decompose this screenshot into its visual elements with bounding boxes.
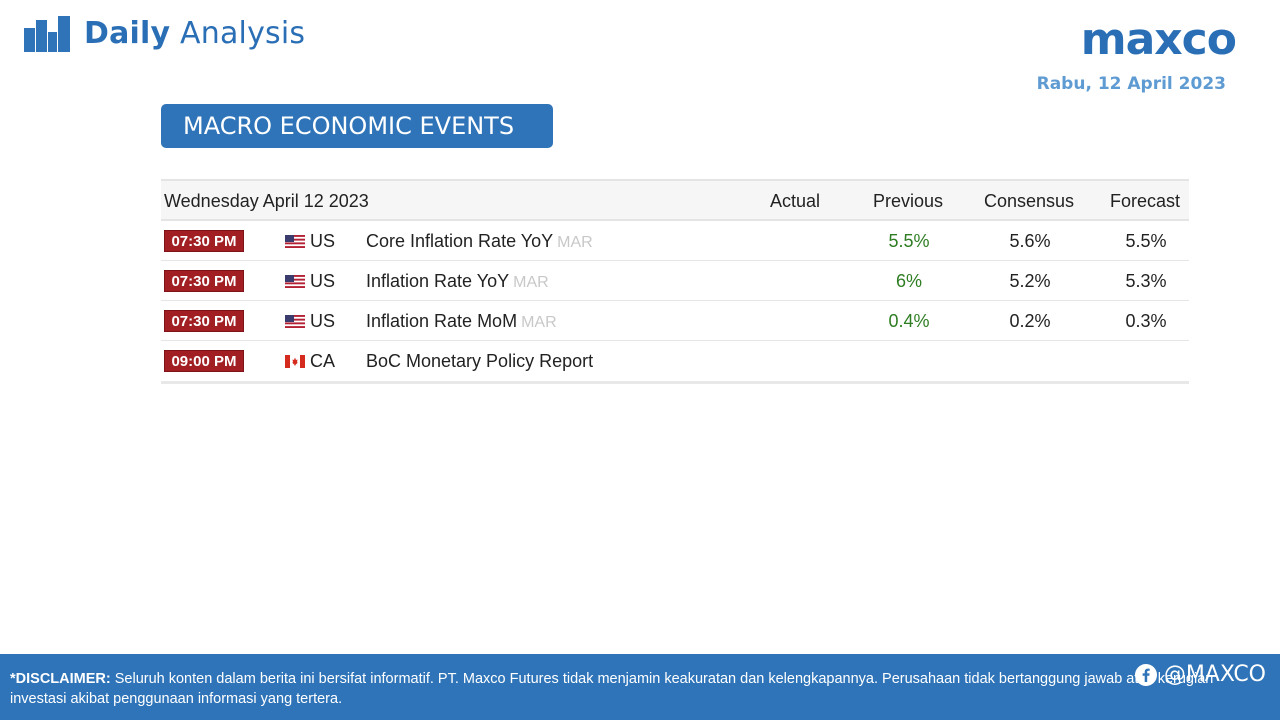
- country-code: CA: [310, 351, 336, 371]
- previous-value: 6%: [895, 271, 922, 291]
- disclaimer-text: Seluruh konten dalam berita ini bersifat…: [10, 671, 1214, 707]
- country-code: US: [310, 271, 336, 291]
- time-badge: 07:30 PM: [164, 310, 244, 332]
- forecast-value: 5.3%: [1125, 271, 1167, 291]
- event-title: Inflation Rate MoM: [366, 311, 518, 331]
- brand-title-bold: Daily: [84, 15, 171, 51]
- previous-value: 0.4%: [888, 311, 930, 331]
- event-name[interactable]: Core Inflation Rate YoY MAR: [366, 231, 593, 252]
- brand-header: Daily Analysis: [24, 14, 305, 52]
- facebook-icon[interactable]: [1134, 663, 1158, 687]
- table-row[interactable]: 07:30 PM US Core Inflation Rate YoY MAR 5…: [161, 221, 1189, 261]
- disclaimer-footer: *DISCLAIMER: Seluruh konten dalam berita…: [0, 654, 1280, 720]
- event-title: Core Inflation Rate YoY: [366, 231, 554, 251]
- brand-title-light: Analysis: [180, 15, 306, 51]
- country-code: US: [310, 231, 336, 251]
- table-header: Wednesday April 12 2023 Actual Previous …: [161, 181, 1189, 221]
- table-row[interactable]: 07:30 PM US Inflation Rate YoY MAR 6% 5.2…: [161, 261, 1189, 301]
- event-name[interactable]: Inflation Rate MoM MAR: [366, 311, 557, 332]
- column-forecast: Forecast: [1110, 191, 1181, 211]
- event-title: Inflation Rate YoY: [366, 271, 510, 291]
- event-period: MAR: [521, 314, 557, 331]
- social-links[interactable]: @MAXCO: [1134, 662, 1266, 687]
- forecast-value: 0.3%: [1125, 311, 1167, 331]
- events-table: Wednesday April 12 2023 Actual Previous …: [161, 179, 1189, 384]
- event-name[interactable]: BoC Monetary Policy Report: [366, 351, 597, 372]
- canada-flag-icon: [285, 355, 305, 368]
- table-row[interactable]: 07:30 PM US Inflation Rate MoM MAR 0.4% 0…: [161, 301, 1189, 341]
- social-handle[interactable]: @MAXCO: [1163, 662, 1266, 687]
- us-flag-icon: [285, 275, 305, 288]
- time-badge: 07:30 PM: [164, 270, 244, 292]
- event-name[interactable]: Inflation Rate YoY MAR: [366, 271, 549, 292]
- previous-value: 5.5%: [888, 231, 930, 251]
- us-flag-icon: [285, 315, 305, 328]
- consensus-value: 5.6%: [1009, 231, 1051, 251]
- us-flag-icon: [285, 235, 305, 248]
- event-period: MAR: [557, 234, 593, 251]
- consensus-value: 0.2%: [1009, 311, 1051, 331]
- event-period: MAR: [513, 274, 549, 291]
- brand-title: Daily Analysis: [84, 16, 305, 51]
- column-actual: Actual: [770, 191, 821, 211]
- maxco-logo: maxco: [1080, 14, 1237, 65]
- bar-chart-icon: [24, 16, 70, 52]
- event-title: BoC Monetary Policy Report: [366, 351, 594, 371]
- section-title: MACRO ECONOMIC EVENTS: [161, 104, 553, 148]
- forecast-value: 5.5%: [1125, 231, 1167, 251]
- consensus-value: 5.2%: [1009, 271, 1051, 291]
- report-date: Rabu, 12 April 2023: [1036, 74, 1226, 94]
- column-consensus: Consensus: [984, 191, 1075, 211]
- time-badge: 07:30 PM: [164, 230, 244, 252]
- disclaimer-label: *DISCLAIMER:: [10, 671, 111, 687]
- date-header: Wednesday April 12 2023: [164, 191, 369, 211]
- time-badge: 09:00 PM: [164, 350, 244, 372]
- column-previous: Previous: [873, 191, 944, 211]
- table-row[interactable]: 09:00 PM CA BoC Monetary Policy Report: [161, 341, 1189, 381]
- country-code: US: [310, 311, 336, 331]
